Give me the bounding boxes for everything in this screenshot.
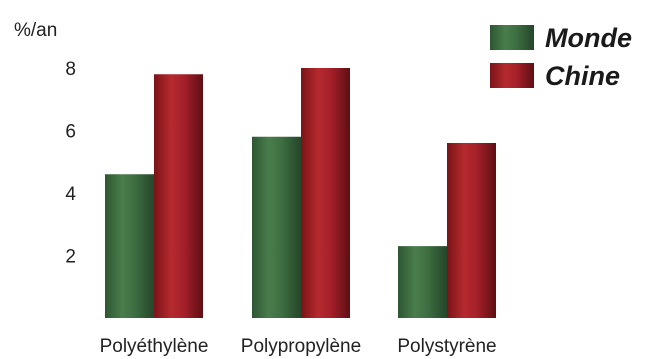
y-tick-label: 2 <box>65 247 76 268</box>
bar-monde-1 <box>105 174 154 318</box>
y-tick-label: 8 <box>65 59 76 80</box>
y-tick-label: 4 <box>65 184 76 205</box>
y-axis-unit-label: %/an <box>14 20 57 41</box>
legend-swatch-chine <box>490 63 534 88</box>
bar-chine-2 <box>301 68 350 318</box>
legend-swatch-monde <box>490 25 534 50</box>
bar-monde-3 <box>398 246 447 318</box>
x-category-label: Polystyrène <box>397 336 496 357</box>
x-category-label: Polyéthylène <box>100 336 209 357</box>
bar-chine-1 <box>154 74 203 318</box>
legend-label-monde: Monde <box>545 23 632 53</box>
bars-group <box>105 68 496 318</box>
legend: Monde Chine <box>490 23 632 91</box>
y-tick-label: 6 <box>65 122 76 143</box>
legend-label-chine: Chine <box>545 61 620 91</box>
bar-monde-2 <box>252 136 301 318</box>
y-axis-ticks: 2 4 6 8 <box>65 59 76 268</box>
x-axis-categories: Polyéthylène Polypropylène Polystyrène <box>100 336 497 357</box>
bar-chine-3 <box>447 143 496 318</box>
x-category-label: Polypropylène <box>241 336 361 357</box>
